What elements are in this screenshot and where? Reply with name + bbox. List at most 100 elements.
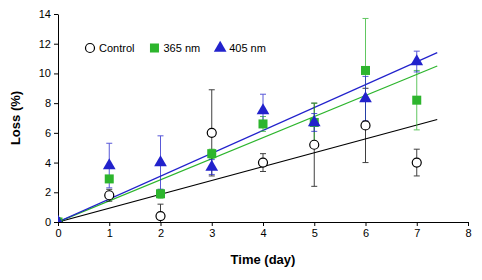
tick: 4 <box>45 157 58 169</box>
error-cap <box>209 174 215 175</box>
chart: 01234567802468101214Time (day)Loss (%)Co… <box>0 0 482 280</box>
point <box>361 121 370 130</box>
tick-mark <box>263 222 264 226</box>
error-cap <box>363 162 369 163</box>
point <box>359 91 372 102</box>
series <box>58 66 421 222</box>
error-cap <box>158 204 164 205</box>
tick-mark <box>468 222 469 226</box>
legend-marker <box>86 44 95 53</box>
error-cap <box>106 143 112 144</box>
error-cap <box>363 76 369 77</box>
tick: 8 <box>465 222 471 239</box>
error-cap <box>311 103 317 104</box>
tick-label: 5 <box>312 227 318 239</box>
error-cap <box>260 94 266 95</box>
tick: 7 <box>414 222 420 239</box>
point <box>105 191 114 200</box>
legend-marker <box>214 41 227 52</box>
point <box>154 155 167 166</box>
legend-label: 365 nm <box>163 42 200 54</box>
error-cap <box>414 149 420 150</box>
tick-mark <box>54 44 58 45</box>
tick: 8 <box>45 97 58 109</box>
tick-label: 6 <box>363 227 369 239</box>
point <box>412 96 421 105</box>
series <box>58 121 421 222</box>
tick-mark <box>212 222 213 226</box>
tick-mark <box>366 222 367 226</box>
tick-label: 0 <box>55 227 61 239</box>
tick-label: 4 <box>260 227 266 239</box>
legend-item: 405 nm <box>214 41 266 54</box>
tick-label: 4 <box>45 157 51 169</box>
trend-line <box>58 119 437 222</box>
tick-mark <box>109 222 110 226</box>
point <box>259 119 268 128</box>
error-cap <box>106 187 112 188</box>
trend-line <box>58 53 437 222</box>
point <box>257 103 270 114</box>
legend-label: Control <box>99 42 134 54</box>
point <box>205 160 218 171</box>
tick-mark <box>161 222 162 226</box>
point <box>156 212 165 221</box>
point <box>156 189 165 198</box>
error-cap <box>311 113 317 114</box>
tick-label: 10 <box>39 67 51 79</box>
tick-mark <box>54 133 58 134</box>
error-cap <box>414 51 420 52</box>
error-cap <box>414 175 420 176</box>
legend-item: Control <box>86 42 135 54</box>
tick: 4 <box>260 222 266 239</box>
tick-label: 2 <box>45 186 51 198</box>
tick: 14 <box>39 8 58 20</box>
tick-label: 12 <box>39 38 51 50</box>
series <box>58 54 423 222</box>
x-axis-title: Time (day) <box>231 252 296 267</box>
tick-mark <box>54 163 58 164</box>
tick-label: 6 <box>45 127 51 139</box>
tick-mark <box>417 222 418 226</box>
tick: 0 <box>45 216 58 228</box>
point <box>103 158 116 169</box>
error-cap <box>311 186 317 187</box>
tick-label: 2 <box>158 227 164 239</box>
error-cap <box>311 103 317 104</box>
tick: 6 <box>45 127 58 139</box>
tick-label: 14 <box>39 8 51 20</box>
y-axis: 0 2 4 6 8 10 12 14 <box>39 8 59 228</box>
plot-area <box>58 18 437 222</box>
point <box>308 115 321 126</box>
point <box>412 158 421 167</box>
tick-mark <box>54 222 58 223</box>
y-axis-line <box>58 15 59 223</box>
point <box>410 54 423 65</box>
error-cap <box>260 131 266 132</box>
tick-label: 3 <box>209 227 215 239</box>
tick: 2 <box>158 222 164 239</box>
point <box>105 174 114 183</box>
tick: 3 <box>209 222 215 239</box>
tick-label: 0 <box>45 216 51 228</box>
tick: 5 <box>312 222 318 239</box>
error-cap <box>414 129 420 130</box>
error-cap <box>209 175 215 176</box>
tick-mark <box>54 192 58 193</box>
tick: 2 <box>45 186 58 198</box>
error-cap <box>260 171 266 172</box>
legend-label: 405 nm <box>229 42 266 54</box>
tick-mark <box>54 14 58 15</box>
error-cap <box>363 18 369 19</box>
trend-line <box>58 66 437 222</box>
tick: 12 <box>39 38 58 50</box>
error-cap <box>311 131 317 132</box>
x-axis: 012345678 <box>55 222 471 239</box>
point <box>207 149 216 158</box>
point <box>58 215 64 222</box>
error-cap <box>106 189 112 190</box>
point <box>310 140 319 149</box>
tick: 0 <box>55 222 61 239</box>
point <box>207 128 216 137</box>
tick-label: 8 <box>465 227 471 239</box>
